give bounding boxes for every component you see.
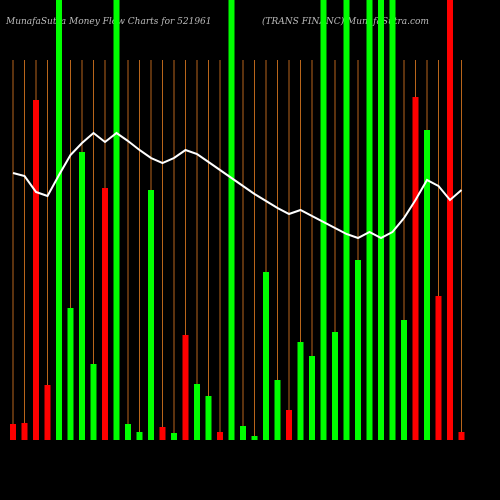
bar (435, 296, 442, 440)
bar (102, 188, 108, 440)
bar (194, 384, 200, 440)
bar (424, 130, 430, 440)
bar (389, 0, 396, 440)
bar (378, 0, 384, 440)
bar (355, 260, 361, 440)
bar (113, 0, 120, 440)
bar (447, 0, 453, 440)
bar (320, 0, 327, 440)
bar (309, 356, 315, 440)
bar (332, 332, 338, 440)
price-line (12, 131, 463, 240)
bar (205, 396, 212, 440)
bar (159, 427, 166, 440)
bar (240, 426, 246, 440)
bar (171, 433, 177, 440)
bar (79, 152, 85, 440)
bar (366, 0, 373, 440)
bar (458, 432, 465, 440)
bar (217, 432, 223, 440)
bar (44, 385, 51, 440)
chart-title: MunafaSutra Money Flow Charts for 521961 (5, 17, 212, 27)
bar (33, 100, 39, 440)
bar (56, 0, 62, 440)
bar (21, 423, 28, 440)
bar (148, 190, 154, 440)
bar (228, 0, 235, 440)
bar (10, 424, 16, 440)
bar (67, 308, 74, 440)
bar (286, 410, 292, 440)
bar (263, 272, 269, 440)
bar (251, 436, 258, 440)
bar (182, 335, 189, 440)
bar (125, 424, 131, 440)
bar (90, 364, 97, 440)
bar (297, 342, 304, 440)
bar (412, 97, 419, 440)
bar (343, 0, 350, 440)
bar (136, 432, 143, 440)
bar (401, 320, 407, 440)
bar (274, 380, 281, 440)
